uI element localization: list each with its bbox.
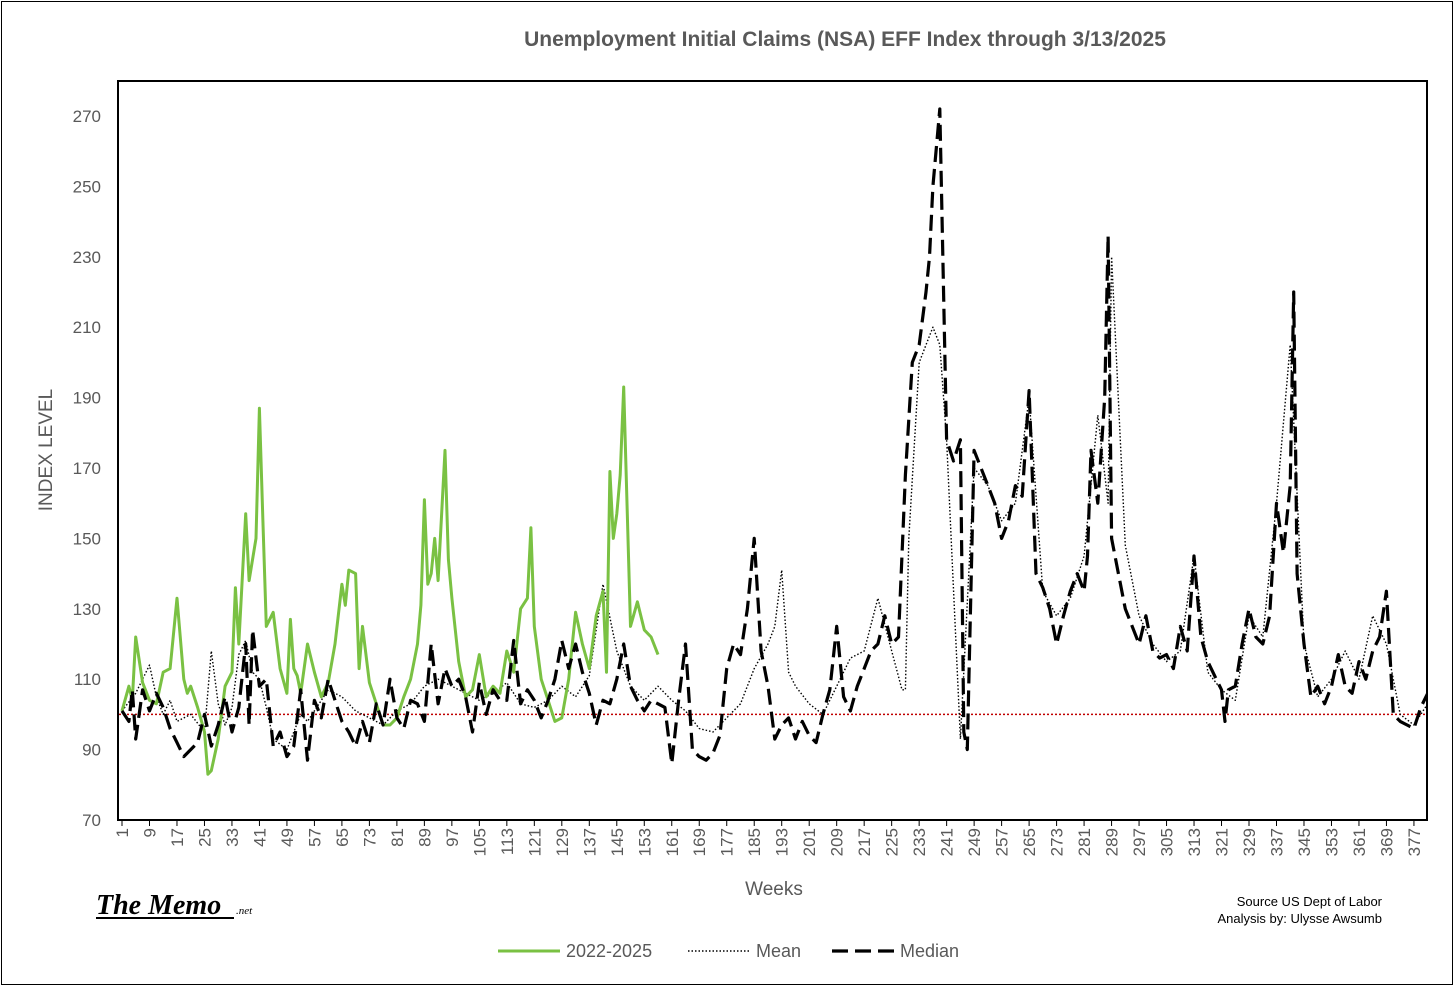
- logo-suffix: .net: [236, 905, 253, 917]
- x-tick-label: 129: [553, 828, 572, 856]
- series-line-median: [120, 107, 1426, 766]
- y-tick-label: 270: [73, 107, 101, 126]
- y-axis-title: INDEX LEVEL: [36, 389, 57, 512]
- y-tick-label: 70: [82, 811, 101, 830]
- x-tick-label: 217: [855, 828, 874, 856]
- x-tick-label: 145: [608, 828, 627, 856]
- x-tick-label: 97: [443, 828, 462, 847]
- x-tick-label: 209: [828, 828, 847, 856]
- x-tick-label: 193: [773, 828, 792, 856]
- plot-area: [117, 80, 1428, 821]
- legend-label: 2022-2025: [566, 941, 652, 961]
- x-tick-label: 137: [580, 828, 599, 856]
- legend-label: Mean: [756, 941, 801, 961]
- x-tick-label: 297: [1130, 828, 1149, 856]
- x-axis-title: Weeks: [745, 879, 803, 900]
- y-axis-ticks: 70 90 110 130 150 170 190 210 230 250 270: [73, 107, 101, 830]
- logo: The Memo .net: [96, 890, 253, 921]
- series-line-2022-2025: [120, 385, 660, 776]
- y-tick-label: 170: [73, 459, 101, 478]
- x-tick-label: 57: [305, 828, 324, 847]
- y-tick-label: 190: [73, 389, 101, 408]
- y-tick-label: 110: [74, 670, 101, 689]
- x-tick-label: 121: [525, 828, 544, 856]
- x-tick-label: 201: [800, 828, 819, 856]
- y-tick-label: 90: [82, 741, 101, 760]
- y-tick-label: 250: [73, 177, 101, 196]
- x-tick-label: 9: [140, 828, 159, 837]
- x-tick-label: 281: [1075, 828, 1094, 856]
- x-tick-label: 185: [745, 828, 764, 856]
- x-axis-ticks: 1 9 17 25 33 41 49 57 65 73 81 89 97 105 113 121 129 137 1…: [113, 820, 1424, 856]
- y-tick-label: 210: [73, 318, 101, 337]
- x-tick-label: 305: [1158, 828, 1177, 856]
- x-tick-label: 337: [1267, 828, 1286, 856]
- x-tick-label: 105: [470, 828, 489, 856]
- x-tick-label: 369: [1377, 828, 1396, 856]
- x-tick-label: 169: [690, 828, 709, 856]
- x-tick-label: 321: [1213, 828, 1232, 856]
- x-tick-label: 257: [993, 828, 1012, 856]
- x-tick-label: 361: [1350, 828, 1369, 856]
- x-tick-label: 313: [1185, 828, 1204, 856]
- x-tick-label: 241: [938, 828, 957, 856]
- series-line-mean: [121, 256, 1426, 751]
- x-tick-label: 17: [168, 828, 187, 847]
- y-tick-label: 150: [73, 529, 101, 548]
- x-tick-label: 161: [663, 828, 682, 856]
- x-tick-label: 153: [635, 828, 654, 856]
- x-tick-label: 1: [113, 828, 132, 837]
- x-tick-label: 89: [415, 828, 434, 847]
- chart-title: Unemployment Initial Claims (NSA) EFF In…: [524, 28, 1166, 51]
- x-tick-label: 65: [333, 828, 352, 847]
- series-layer: [120, 107, 1426, 776]
- x-tick-label: 177: [718, 828, 737, 856]
- x-tick-label: 73: [360, 828, 379, 847]
- analysis-line: Analysis by: Ulysse Awsumb: [1218, 911, 1383, 926]
- x-tick-label: 329: [1240, 828, 1259, 856]
- legend-label: Median: [900, 941, 959, 961]
- x-tick-label: 33: [223, 828, 242, 847]
- x-tick-label: 25: [195, 828, 214, 847]
- x-tick-label: 265: [1020, 828, 1039, 856]
- logo-text: The Memo: [96, 890, 221, 921]
- x-tick-label: 225: [883, 828, 902, 856]
- x-tick-label: 345: [1295, 828, 1314, 856]
- x-tick-label: 113: [498, 828, 517, 855]
- y-tick-label: 230: [73, 248, 101, 267]
- x-tick-label: 273: [1048, 828, 1067, 856]
- x-tick-label: 249: [965, 828, 984, 856]
- x-tick-label: 49: [278, 828, 297, 847]
- x-tick-label: 289: [1103, 828, 1122, 856]
- x-tick-label: 353: [1322, 828, 1341, 856]
- x-tick-label: 81: [388, 828, 407, 847]
- x-tick-label: 41: [250, 828, 269, 847]
- legend: 2022-2025 Mean Median: [498, 941, 959, 961]
- x-tick-label: 377: [1405, 828, 1424, 856]
- x-tick-label: 233: [910, 828, 929, 856]
- source-line: Source US Dept of Labor: [1237, 894, 1383, 909]
- y-tick-label: 130: [73, 600, 101, 619]
